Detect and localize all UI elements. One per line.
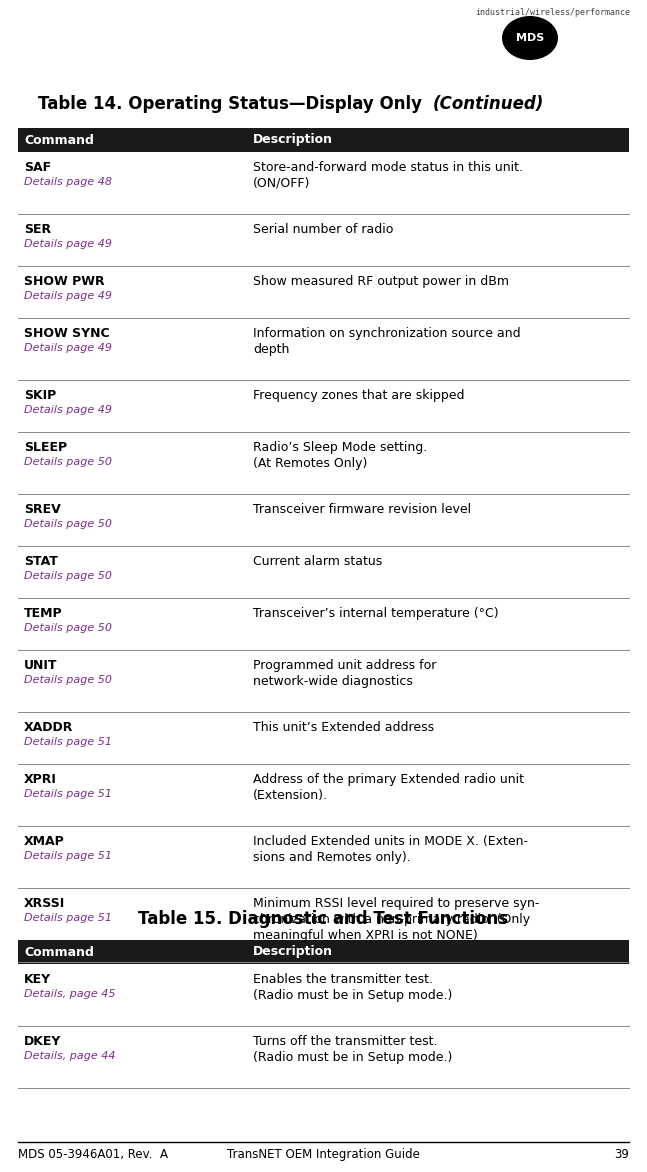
Text: Information on synchronization source and
depth: Information on synchronization source an…	[253, 327, 521, 356]
Ellipse shape	[502, 16, 558, 60]
Text: Details page 49: Details page 49	[24, 406, 112, 415]
Text: UNIT: UNIT	[24, 659, 58, 672]
Text: SHOW SYNC: SHOW SYNC	[24, 327, 109, 340]
Text: Details page 50: Details page 50	[24, 624, 112, 633]
Text: Description: Description	[253, 134, 333, 146]
Text: 39: 39	[614, 1149, 629, 1161]
Text: Details page 50: Details page 50	[24, 571, 112, 581]
Text: (Continued): (Continued)	[433, 95, 544, 113]
Text: DKEY: DKEY	[24, 1035, 61, 1048]
Text: Details page 50: Details page 50	[24, 675, 112, 684]
Text: Details page 50: Details page 50	[24, 457, 112, 466]
Bar	[18, 432, 629, 495]
Text: Table 15. Diagnostic and Test Functions: Table 15. Diagnostic and Test Functions	[138, 909, 509, 928]
Text: Transceiver’s internal temperature (°C): Transceiver’s internal temperature (°C)	[253, 607, 499, 620]
Bar	[18, 940, 629, 965]
Text: Details page 50: Details page 50	[24, 519, 112, 529]
Text: Details page 51: Details page 51	[24, 789, 112, 799]
Text: Details page 51: Details page 51	[24, 913, 112, 924]
Text: Included Extended units in MODE X. (Exten-
sions and Remotes only).: Included Extended units in MODE X. (Exte…	[253, 834, 528, 864]
Bar	[18, 1026, 629, 1088]
Bar	[18, 214, 629, 266]
Text: MDS: MDS	[516, 33, 544, 43]
Bar	[18, 598, 629, 650]
Text: Details page 49: Details page 49	[24, 239, 112, 248]
Text: SER: SER	[24, 223, 51, 236]
Text: Command: Command	[24, 946, 94, 959]
Text: Turns off the transmitter test.
(Radio must be in Setup mode.): Turns off the transmitter test. (Radio m…	[253, 1035, 452, 1064]
Text: Details page 51: Details page 51	[24, 737, 112, 747]
Bar	[18, 152, 629, 214]
Text: SAF: SAF	[24, 161, 51, 173]
Text: Transceiver firmware revision level: Transceiver firmware revision level	[253, 503, 471, 516]
Bar	[18, 380, 629, 432]
Text: Minimum RSSI level required to preserve syn-
chronization with a non-primary rad: Minimum RSSI level required to preserve …	[253, 897, 540, 942]
Bar	[18, 266, 629, 318]
Text: Table 14. Operating Status—Display Only: Table 14. Operating Status—Display Only	[38, 95, 428, 113]
Text: STAT: STAT	[24, 556, 58, 568]
Text: Radio’s Sleep Mode setting.
(At Remotes Only): Radio’s Sleep Mode setting. (At Remotes …	[253, 441, 427, 470]
Text: XPRI: XPRI	[24, 774, 57, 786]
Text: SLEEP: SLEEP	[24, 441, 67, 454]
Text: industrial/wireless/performance: industrial/wireless/performance	[475, 8, 630, 18]
Text: Store-and-forward mode status in this unit.
(ON/OFF): Store-and-forward mode status in this un…	[253, 161, 523, 190]
Text: This unit’s Extended address: This unit’s Extended address	[253, 721, 434, 734]
Bar	[18, 965, 629, 1026]
Text: Command: Command	[24, 134, 94, 146]
Bar	[18, 650, 629, 713]
Bar	[18, 495, 629, 546]
Text: XADDR: XADDR	[24, 721, 73, 734]
Text: Description: Description	[253, 946, 333, 959]
Text: Details page 49: Details page 49	[24, 343, 112, 353]
Text: SKIP: SKIP	[24, 389, 56, 402]
Text: Details, page 44: Details, page 44	[24, 1051, 116, 1061]
Bar	[18, 713, 629, 764]
Text: SHOW PWR: SHOW PWR	[24, 275, 105, 288]
Text: Details, page 45: Details, page 45	[24, 989, 116, 999]
Bar	[18, 764, 629, 826]
Text: Enables the transmitter test.
(Radio must be in Setup mode.): Enables the transmitter test. (Radio mus…	[253, 973, 452, 1002]
Text: Address of the primary Extended radio unit
(Extension).: Address of the primary Extended radio un…	[253, 774, 524, 802]
Text: Table 14. Operating Status—Display Only (Continued): Table 14. Operating Status—Display Only …	[38, 95, 540, 113]
Text: Current alarm status: Current alarm status	[253, 556, 382, 568]
Bar	[18, 318, 629, 380]
Text: KEY: KEY	[24, 973, 51, 986]
Text: Programmed unit address for
network-wide diagnostics: Programmed unit address for network-wide…	[253, 659, 436, 688]
Text: XMAP: XMAP	[24, 834, 65, 849]
Text: XRSSI: XRSSI	[24, 897, 65, 909]
Text: SREV: SREV	[24, 503, 61, 516]
Bar	[18, 546, 629, 598]
Bar	[18, 826, 629, 888]
Text: Frequency zones that are skipped: Frequency zones that are skipped	[253, 389, 465, 402]
Text: Serial number of radio: Serial number of radio	[253, 223, 393, 236]
Text: Details page 48: Details page 48	[24, 177, 112, 188]
Bar	[18, 888, 629, 962]
Text: MDS 05-3946A01, Rev.  A: MDS 05-3946A01, Rev. A	[18, 1149, 168, 1161]
Bar	[18, 128, 629, 152]
Text: Details page 51: Details page 51	[24, 851, 112, 861]
Text: TEMP: TEMP	[24, 607, 63, 620]
Text: TransNET OEM Integration Guide: TransNET OEM Integration Guide	[227, 1149, 420, 1161]
Text: Details page 49: Details page 49	[24, 291, 112, 301]
Text: Show measured RF output power in dBm: Show measured RF output power in dBm	[253, 275, 509, 288]
